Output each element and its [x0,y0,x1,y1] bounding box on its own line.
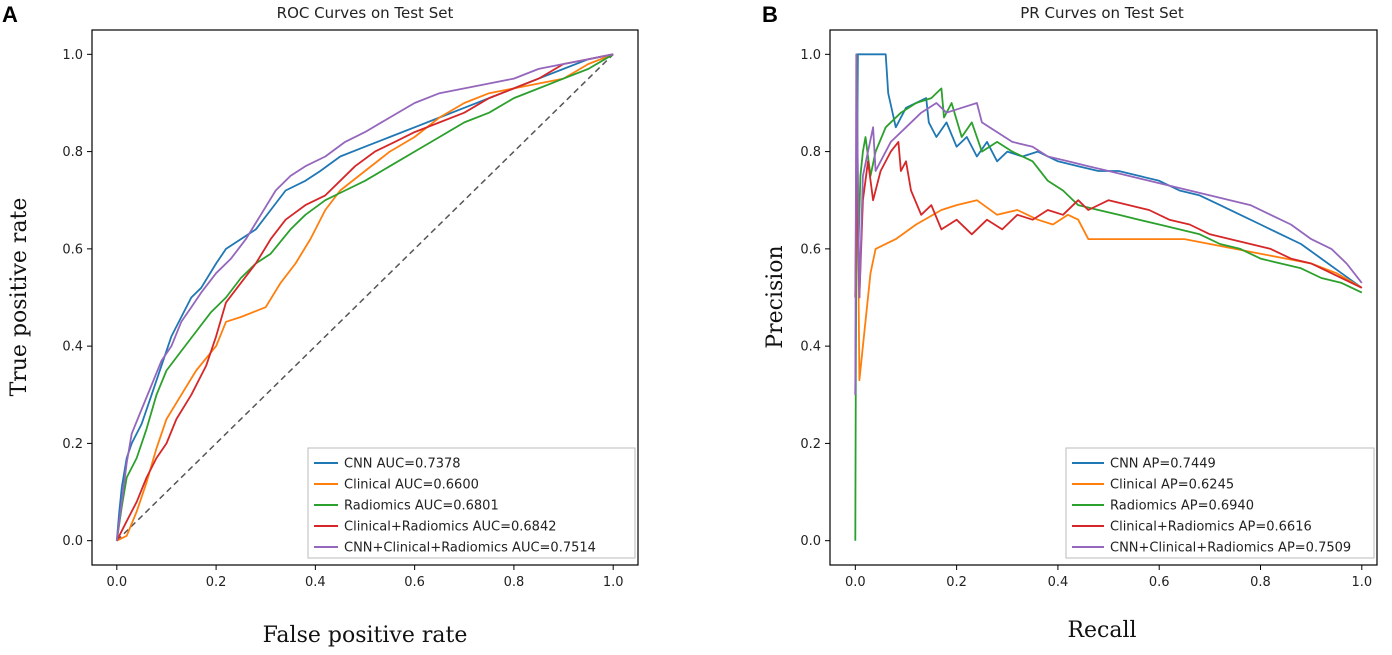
pr-x-tick-label: 0.2 [946,575,967,590]
pr-y-tick-label: 0.2 [800,437,821,452]
roc-legend-box [307,447,636,559]
pr-plot-frame [829,29,1378,566]
roc-legend-label: Clinical+Radiomics AUC=0.6842 [344,520,557,535]
pr-x-tick-label: 0.8 [1250,575,1271,590]
pr-y-axis-label: Precision [763,245,788,348]
roc-chance-line [116,53,614,542]
roc-legend-label: CNN AUC=0.7378 [344,457,461,472]
roc-legend-label: CNN+Clinical+Radiomics AUC=0.7514 [344,541,596,556]
roc-chart: A ROC Curves on Test Set 0.0 0.2 0.4 0.6 0.8… [2,2,639,648]
pr-y-tick-label: 0.6 [800,242,821,257]
roc-x-tick-label: 0.8 [504,575,525,590]
roc-y-tick-label: 0.2 [62,437,83,452]
pr-y-tick-label: 0.0 [800,534,821,549]
pr-series-line-4 [854,141,1363,299]
roc-x-axis-label: False positive rate [263,623,468,648]
pr-y-ticks: 0.0 0.2 0.4 0.6 0.8 1.0 [800,48,830,549]
panel-label-a: A [2,2,18,27]
pr-y-tick-label: 0.4 [800,340,821,355]
roc-legend-label: Clinical AUC=0.6600 [344,478,479,493]
pr-x-tick-label: 0.4 [1048,575,1069,590]
roc-legend: CNN AUC=0.7378 Clinical AUC=0.6600 Radiomi… [307,447,636,559]
pr-legend-label: CNN+Clinical+Radiomics AP=0.7509 [1110,541,1351,556]
pr-legend-label: Radiomics AP=0.6940 [1110,499,1254,514]
roc-chart-title: ROC Curves on Test Set [277,4,454,22]
roc-y-tick-label: 0.0 [62,534,83,549]
roc-series-line-5 [115,53,614,541]
pr-chart-title: PR Curves on Test Set [1020,4,1184,22]
pr-series-line-5 [854,53,1363,395]
roc-series-line-3 [115,53,614,541]
roc-series-line-4 [115,53,614,542]
pr-x-tick-label: 0.0 [845,575,866,590]
pr-legend-label: CNN AP=0.7449 [1110,457,1216,472]
pr-x-tick-label: 0.6 [1149,575,1170,590]
roc-y-ticks: 0.0 0.2 0.4 0.6 0.8 1.0 [62,48,92,549]
pr-x-tick-label: 1.0 [1351,575,1372,590]
pr-series-line-3 [854,53,1363,541]
pr-legend-box [1065,447,1375,559]
pr-legend-label: Clinical+Radiomics AP=0.6616 [1110,520,1312,535]
roc-x-tick-label: 0.4 [305,575,326,590]
pr-x-ticks: 0.0 0.2 0.4 0.6 0.8 1.0 [845,565,1372,590]
pr-y-tick-label: 0.8 [800,145,821,160]
roc-y-tick-label: 0.8 [62,145,83,160]
pr-chart: B PR Curves on Test Set 0.0 0.2 0.4 0.6 0.8 1… [762,2,1378,643]
roc-x-ticks: 0.0 0.2 0.4 0.6 0.8 1.0 [106,565,624,590]
roc-y-tick-label: 0.6 [62,242,83,257]
roc-series-line-2 [116,53,614,542]
roc-series-lines [115,53,614,542]
roc-x-tick-label: 0.6 [404,575,425,590]
roc-y-tick-label: 0.4 [62,340,83,355]
roc-x-tick-label: 0.0 [106,575,127,590]
pr-series-line-2 [854,102,1363,382]
pr-y-tick-label: 1.0 [800,48,821,63]
pr-legend-label: Clinical AP=0.6245 [1110,478,1234,493]
pr-x-axis-label: Recall [1067,618,1136,643]
roc-plot-frame [91,29,639,566]
roc-x-tick-label: 1.0 [603,575,624,590]
roc-y-axis-label: True positive rate [7,198,32,397]
pr-series-lines [854,53,1363,541]
roc-x-tick-label: 0.2 [206,575,227,590]
panel-label-b: B [762,2,778,27]
pr-legend: CNN AP=0.7449 Clinical AP=0.6245 Radiomics… [1065,447,1375,559]
roc-legend-label: Radiomics AUC=0.6801 [344,499,499,514]
roc-y-tick-label: 1.0 [62,48,83,63]
